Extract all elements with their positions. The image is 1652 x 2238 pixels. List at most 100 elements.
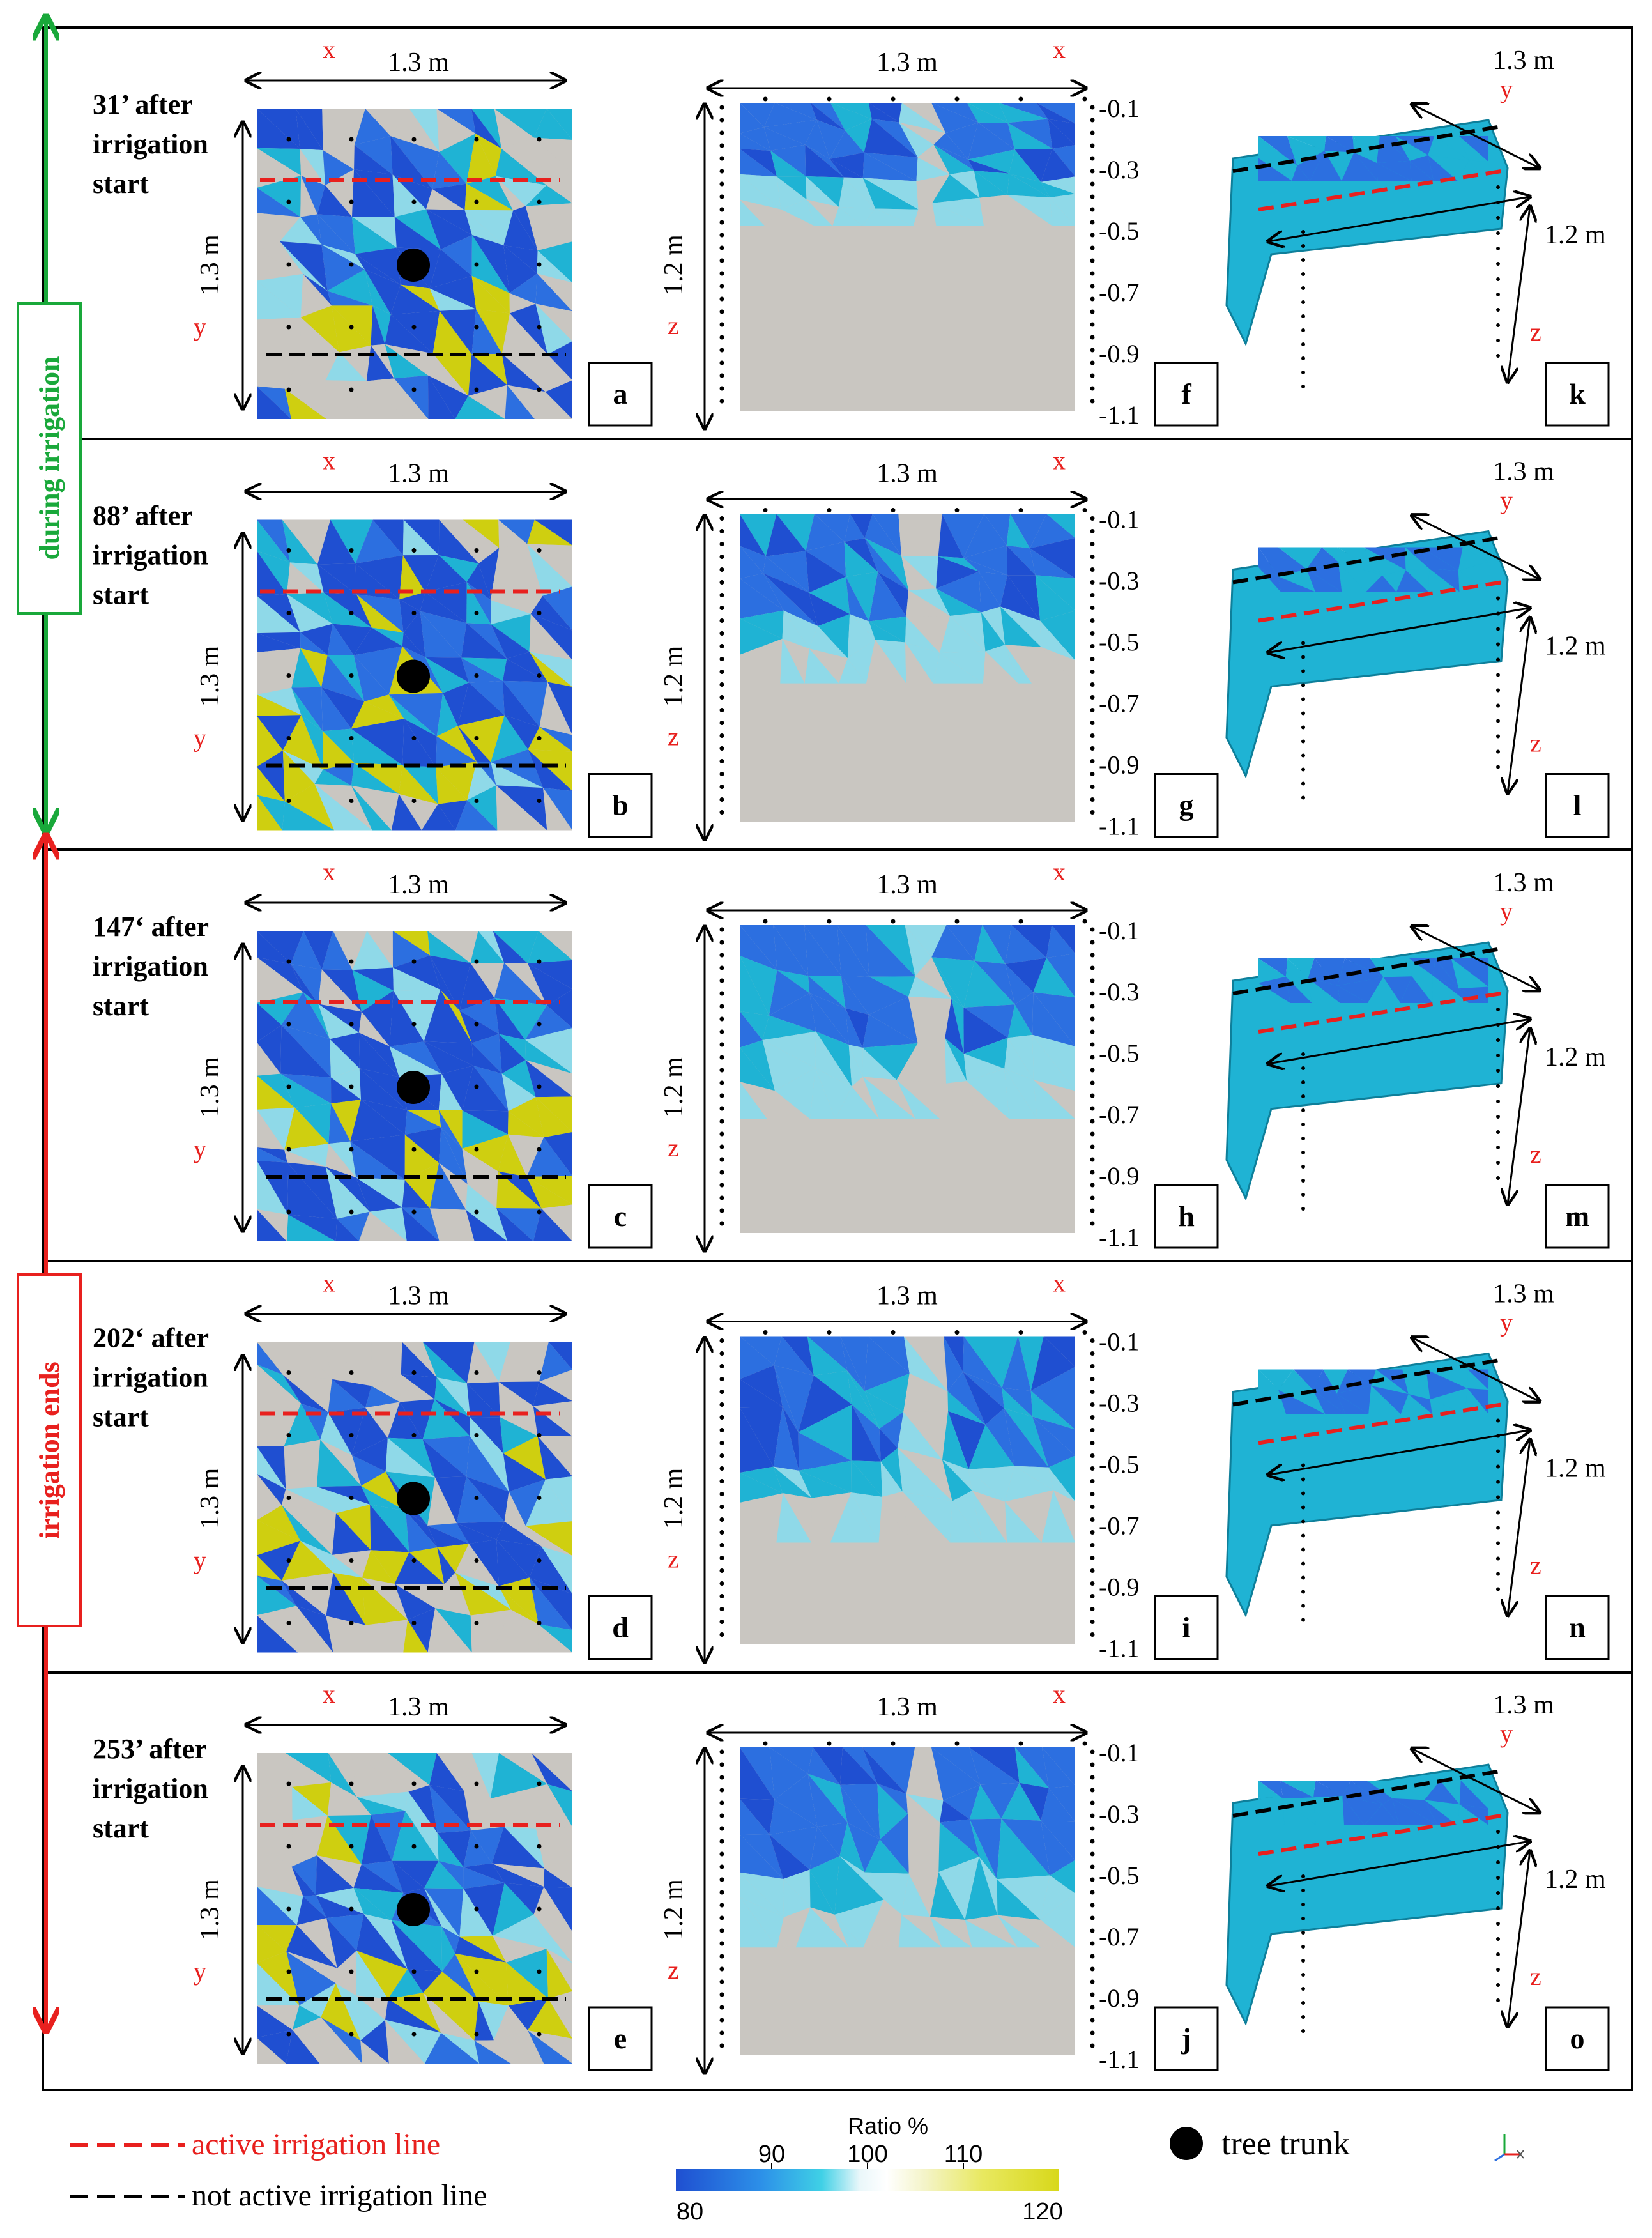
mesh-cell [905, 642, 940, 684]
mesh-cell [284, 388, 326, 419]
mesh-cell [974, 925, 1006, 964]
mesh-cell [1324, 151, 1354, 181]
mesh-cell [1011, 925, 1052, 958]
depth-dot-right [1090, 1338, 1095, 1343]
depth-dot-right [1090, 233, 1095, 238]
depth-dot-left [719, 721, 724, 725]
pole-dot [1496, 1922, 1500, 1926]
mesh-cell [1297, 151, 1325, 181]
mesh-cell [533, 1914, 572, 1963]
depth-dot-right [1090, 682, 1095, 687]
mesh-cell [335, 1968, 356, 1996]
panel-label-e: e [614, 2022, 627, 2055]
mesh-cell [394, 1584, 445, 1609]
mesh-cell [1004, 1068, 1037, 1119]
sensor-dot [349, 2032, 354, 2037]
mesh-cell [850, 514, 873, 539]
mesh-cell [325, 1144, 356, 1178]
mesh-cell [945, 1038, 967, 1082]
mesh-cell [257, 1820, 293, 1867]
mesh-cell [288, 1215, 337, 1241]
mesh-cell [841, 976, 869, 1015]
mesh-cell [981, 606, 1006, 645]
map-y-axis-label: y [194, 312, 206, 341]
mesh-cell [536, 1784, 572, 1829]
depth-dot-left [719, 373, 724, 378]
depth-dot-right [1090, 2005, 1095, 2010]
mesh-cell [408, 1785, 438, 1833]
mesh-cell [493, 2030, 544, 2064]
mesh-cell [1258, 1781, 1283, 1799]
mesh-cell [740, 955, 769, 1016]
depth-dot-right [1090, 965, 1095, 970]
mesh-cell [740, 618, 783, 655]
mesh-cell [436, 762, 477, 801]
mesh-cell [365, 1625, 404, 1653]
mesh-cell [356, 1995, 388, 2020]
mesh-cell [898, 1448, 952, 1501]
depth-dot-right [1090, 2030, 1095, 2035]
mesh-cell [494, 997, 547, 1040]
mesh-cell [407, 1110, 441, 1128]
axes-orientation-icon [1494, 2134, 1524, 2162]
depth-dot-right [1090, 1466, 1095, 1471]
mesh-cell [740, 199, 781, 226]
sensor-dot [286, 1147, 291, 1152]
mesh-cell [463, 1830, 492, 1867]
mesh-cell [332, 1550, 371, 1578]
mesh-cell [1258, 1369, 1294, 1390]
mesh-cell [1308, 978, 1340, 1003]
mesh-cell [471, 309, 502, 355]
pole-dot [1496, 1587, 1500, 1591]
mesh-cell [491, 624, 530, 659]
depth-tick: -0.9 [1099, 1984, 1139, 2012]
mesh-cell [840, 1336, 868, 1391]
mesh-cell [1342, 1781, 1382, 1805]
depth-dot-right [1090, 797, 1095, 802]
mesh-cell [817, 1822, 848, 1857]
depth-dot-left [719, 2018, 724, 2023]
mesh-cell [942, 514, 984, 558]
sensor-dot [286, 959, 291, 964]
pole-dot [1496, 1891, 1500, 1895]
mesh-cell [878, 572, 909, 617]
time-caption-line1: 202‘ after [93, 1322, 209, 1354]
mesh-cell [356, 1177, 405, 1208]
mesh-cell [509, 273, 537, 304]
mesh-cell [1007, 123, 1053, 150]
mesh-cell [1278, 547, 1322, 569]
mesh-cell [493, 1935, 547, 1963]
mesh-cell [533, 109, 572, 141]
mesh-cell [257, 148, 302, 176]
depth-dot-left [719, 1992, 724, 1997]
sensor-dot [474, 1496, 479, 1500]
pole-dot [1301, 1533, 1305, 1538]
mesh-cell [1042, 1747, 1075, 1788]
mesh-cell [783, 1907, 811, 1948]
mesh-cell [949, 612, 986, 652]
mesh-cell [1352, 136, 1380, 163]
mesh-cell [810, 1068, 836, 1119]
mesh-cell [546, 172, 572, 204]
mesh-cell [478, 548, 500, 601]
mesh-cell [806, 176, 839, 207]
time-caption-line2: irrigation [93, 540, 208, 571]
mesh-cell [257, 1342, 296, 1375]
depth-dot-right [1090, 1068, 1095, 1073]
sensor-dot [474, 2032, 479, 2037]
sensor-dot [411, 387, 417, 392]
mesh-cell [425, 555, 467, 592]
depth-dot-right [1090, 1992, 1095, 1997]
depth-dot-left [719, 516, 724, 521]
mesh-cell [898, 514, 942, 556]
mesh-cell [762, 1039, 816, 1091]
3d-isosurface [1225, 119, 1509, 347]
mesh-cell [949, 171, 980, 198]
panel-label-j-box [1154, 2006, 1219, 2071]
pole-dot [1496, 657, 1500, 662]
time-caption-line2: irrigation [93, 1362, 208, 1393]
mesh-cell [491, 1827, 545, 1869]
depth-dot-left [719, 991, 724, 996]
mesh-cell [845, 119, 872, 153]
mesh-cell [1032, 992, 1075, 1046]
